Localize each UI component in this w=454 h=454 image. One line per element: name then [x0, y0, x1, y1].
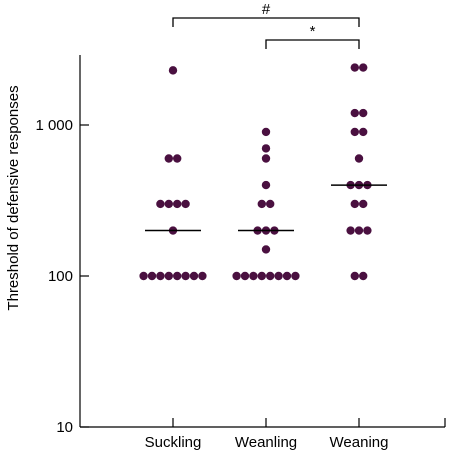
y-axis-label: Threshold of defensive responses	[5, 85, 22, 310]
median-lines	[145, 184, 387, 232]
data-point	[363, 226, 372, 235]
data-point	[359, 127, 368, 137]
data-point	[181, 271, 190, 281]
data-point	[173, 199, 182, 209]
data-point	[350, 108, 359, 118]
x-tick-label: Weanling	[235, 434, 297, 451]
data-point	[261, 180, 271, 190]
significance-bracket	[265, 39, 360, 49]
ticks: 10 100 1 000 Suckling Weanling Weaning	[35, 117, 446, 451]
data-point	[282, 271, 292, 281]
data-point	[240, 271, 250, 281]
data-point	[156, 199, 165, 209]
data-point	[350, 271, 359, 281]
significance-label: *	[310, 23, 316, 40]
data-point	[274, 271, 283, 281]
data-point	[261, 144, 271, 153]
y-tick-label: 10	[56, 419, 73, 436]
data-point	[173, 271, 182, 281]
data-point	[139, 271, 148, 281]
significance-brackets: #*	[172, 1, 360, 49]
y-tick-label: 1 000	[35, 117, 73, 134]
data-point	[181, 199, 190, 209]
data-point	[359, 199, 368, 209]
x-tick-label: Suckling	[145, 434, 202, 451]
data-point	[173, 154, 182, 163]
data-point	[198, 271, 207, 281]
data-point	[257, 199, 266, 209]
x-tick-label: Weaning	[330, 434, 389, 451]
data-point	[249, 271, 258, 281]
data-point	[291, 271, 300, 281]
data-point	[266, 199, 275, 209]
y-tick-label: 100	[48, 268, 73, 285]
data-point	[261, 245, 271, 254]
data-point	[359, 108, 368, 118]
data-point	[261, 154, 271, 163]
data-point	[168, 66, 178, 75]
data-point	[266, 271, 275, 281]
data-point	[350, 199, 359, 209]
data-point	[350, 63, 359, 72]
data-point	[189, 271, 199, 281]
data-point	[156, 271, 165, 281]
data-point	[232, 271, 241, 281]
significance-label: #	[262, 1, 271, 18]
data-point	[164, 271, 173, 281]
data-points	[139, 63, 372, 281]
data-point	[147, 271, 157, 281]
data-point	[346, 226, 355, 235]
data-point	[359, 63, 368, 72]
data-point	[164, 154, 173, 163]
data-point	[350, 127, 359, 137]
data-point	[261, 127, 271, 137]
data-point	[257, 271, 266, 281]
data-point	[354, 154, 364, 163]
data-point	[164, 199, 173, 209]
significance-bracket	[172, 17, 360, 27]
data-point	[354, 226, 364, 235]
data-point	[359, 271, 368, 281]
